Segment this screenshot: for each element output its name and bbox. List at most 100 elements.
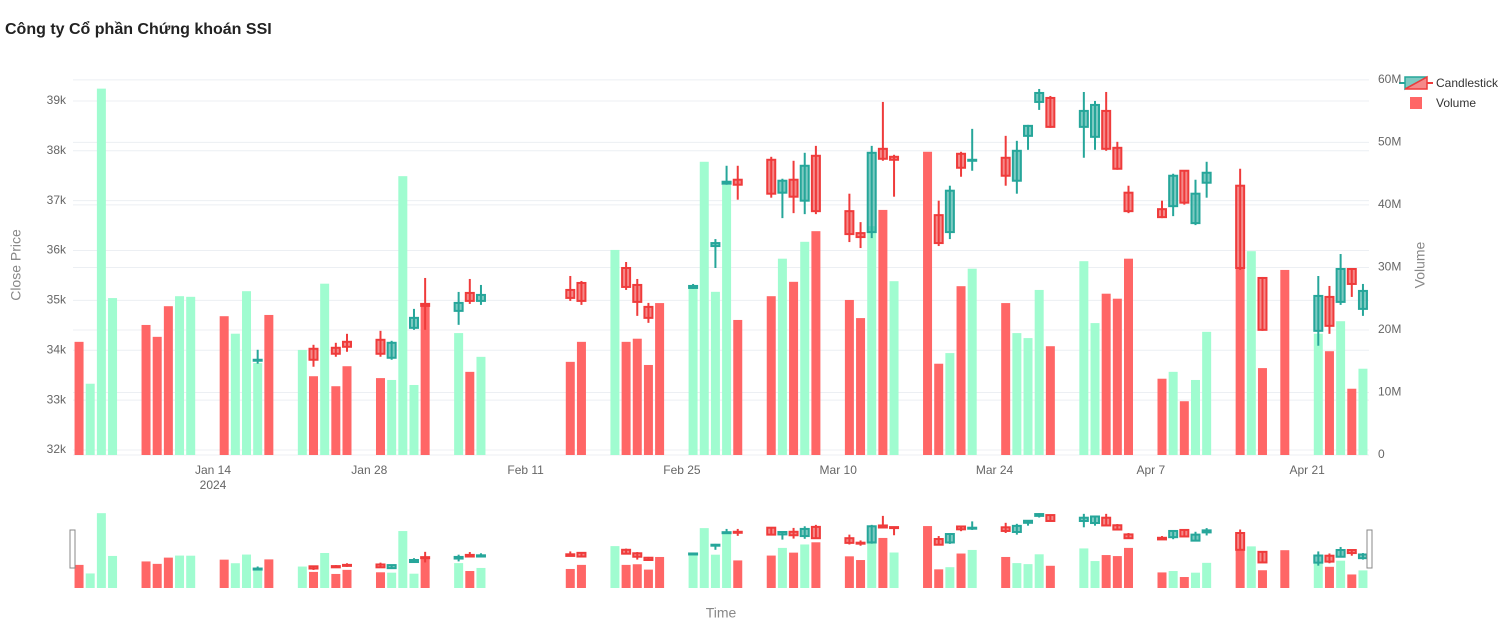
volume-bar	[1280, 550, 1290, 588]
candle-body	[710, 242, 721, 248]
x-tick: Mar 24	[975, 463, 1014, 477]
volume-bar	[74, 564, 84, 588]
candle-body	[766, 526, 777, 536]
volume-bar	[85, 573, 95, 588]
candle-body	[341, 340, 352, 348]
candle-body	[1000, 526, 1011, 532]
candle-body	[1034, 513, 1045, 517]
volume-bar	[1324, 566, 1334, 588]
volume-bar	[454, 563, 464, 588]
x-tick: Jan 14 2024	[195, 463, 231, 492]
x-tick-label: Feb 11	[507, 463, 544, 477]
candle-body	[1190, 533, 1201, 542]
candle-body	[788, 530, 799, 537]
candle-body	[688, 284, 699, 289]
volume-bar	[1023, 338, 1033, 455]
volume-bar	[253, 363, 263, 455]
candle-body	[1201, 529, 1212, 534]
volume-bar	[320, 283, 330, 455]
volume-bar	[1246, 546, 1256, 588]
candle-body	[1357, 289, 1368, 310]
candle-body	[386, 341, 397, 359]
candle-body	[1313, 554, 1324, 564]
x-tick: Mar 10	[819, 463, 857, 477]
volume-bar	[219, 316, 229, 455]
volume-bar	[733, 319, 743, 455]
candle-body	[1335, 267, 1346, 303]
candle-body	[643, 556, 654, 561]
y2-axis-title: Volume	[1412, 241, 1428, 288]
candle-body	[252, 358, 263, 362]
volume-bar	[1313, 333, 1323, 455]
candle-body	[375, 338, 386, 355]
y-tick-label: 32k	[47, 442, 67, 456]
volume-bar	[1168, 571, 1178, 588]
volume-bar	[867, 541, 877, 588]
candle-body	[621, 548, 632, 555]
volume-bar	[967, 549, 977, 588]
x-tick: Feb 25	[663, 463, 700, 477]
candle-body	[1112, 524, 1123, 531]
candle-body	[1078, 516, 1089, 522]
candle-body	[844, 210, 855, 236]
candle-body	[1324, 295, 1335, 327]
volume-bar	[889, 281, 899, 455]
volume-bar	[688, 288, 698, 455]
y-tick-label: 35k	[47, 293, 67, 307]
chart-title: Công ty Cổ phần Chứng khoán SSI	[5, 20, 272, 38]
x-tick-label: Mar 10	[819, 463, 857, 477]
candle-body	[632, 283, 643, 303]
range-handle[interactable]	[69, 529, 76, 569]
y-tick-label: 33k	[47, 392, 67, 406]
y2-tick-label: 30M	[1378, 260, 1401, 274]
volume-bar	[710, 291, 720, 455]
candle-body	[944, 533, 955, 544]
legend-label[interactable]: Volume	[1436, 96, 1476, 110]
volume-bar	[777, 258, 787, 455]
volume-bar	[1045, 565, 1055, 588]
candle-body	[844, 537, 855, 544]
volume-bar	[655, 303, 665, 455]
candle-body	[766, 158, 777, 195]
candle-body	[464, 291, 475, 302]
volume-bar	[1079, 261, 1089, 455]
candle-body	[799, 164, 810, 202]
range-handle[interactable]	[1366, 529, 1373, 569]
x-tick: Apr 21	[1289, 463, 1324, 477]
volume-bar	[331, 573, 341, 588]
volume-bar	[230, 563, 240, 588]
candle-body	[1335, 549, 1346, 558]
volume-bar	[722, 184, 732, 455]
x-tick-label: Mar 24	[975, 463, 1014, 477]
candle-body	[330, 346, 341, 355]
candle-body	[721, 531, 732, 535]
candle-body	[944, 189, 955, 234]
candle-body	[330, 565, 341, 569]
candle-body	[1101, 109, 1112, 150]
y2-tick-label: 40M	[1378, 197, 1401, 211]
candle-body	[643, 305, 654, 319]
volume-bar	[1157, 378, 1167, 455]
candle-body	[1324, 554, 1335, 563]
candle-body	[1313, 294, 1324, 332]
legend-label[interactable]: Candlestick	[1436, 76, 1499, 90]
candle-body	[1346, 549, 1357, 555]
volume-bar	[1157, 572, 1167, 588]
candle-body	[1090, 103, 1101, 138]
volume-bar	[576, 564, 586, 588]
candle-body	[777, 179, 788, 194]
volume-bar	[1313, 563, 1323, 588]
volume-bar	[1090, 561, 1100, 588]
volume-bar	[867, 226, 877, 455]
volume-bar	[811, 231, 821, 455]
candle-body	[688, 552, 699, 556]
volume-bar	[1079, 548, 1089, 588]
volume-bar	[420, 557, 430, 588]
candle-body	[386, 564, 397, 570]
volume-bar	[420, 304, 430, 455]
y-tick-label: 36k	[47, 243, 67, 257]
volume-bar	[175, 555, 185, 588]
volume-bar	[375, 572, 385, 588]
volume-bar	[610, 249, 620, 455]
